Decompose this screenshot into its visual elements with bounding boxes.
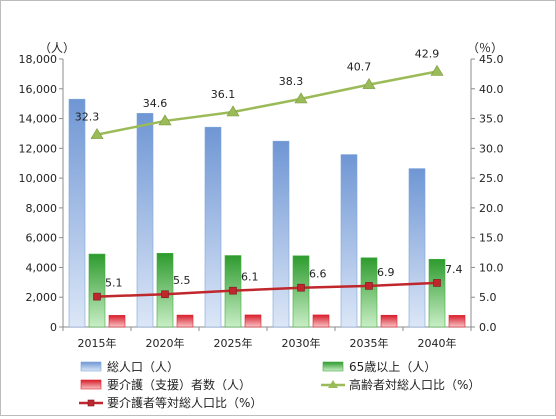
bar-care-needed [448,315,466,328]
legend-label: 総人口（人） [107,360,179,374]
bar-total-population [272,140,290,328]
bar-care-needed [108,315,126,328]
bar-total-population [68,98,86,328]
marker-elderly-ratio [90,128,104,139]
data-label-care-ratio: 6.1 [241,271,259,284]
data-label-care-ratio: 7.4 [445,263,463,276]
right-tick-label: 30.0 [479,142,504,155]
bar-care-needed [380,314,398,328]
legend-label: 要介護（支援）者数（人） [107,377,251,392]
data-label-care-ratio: 6.6 [309,268,327,281]
bar-total-population [204,126,222,328]
legend-age-65-plus: 65歳以上（人） [322,360,436,374]
right-tick-label: 10.0 [479,261,504,274]
right-axis-unit: （％） [467,41,503,55]
x-tick-label: 2025年 [214,336,253,350]
legend: 総人口（人） 65歳以上（人） 要介護（支援）者数（人） 高齢者対総人口比（%） 要介護… [79,360,480,410]
marker-elderly-ratio [226,105,240,117]
bar-care-needed [176,314,194,328]
right-tick-label: 15.0 [479,232,504,245]
legend-label: 65歳以上（人） [349,360,436,374]
right-tick-label: 5.0 [479,291,497,304]
left-tick-label: 14,000 [19,113,58,126]
labels-layer: 32.3 34.6 36.1 38.3 40.7 42.9 5.1 5.5 6.1 6.6 6.9 7… [75,48,463,290]
left-tick-label: 18,000 [19,53,58,66]
left-tick-label: 10,000 [19,172,58,185]
right-tick-label: 45.0 [479,53,504,66]
marker-care-ratio [365,282,373,290]
marker-care-ratio [297,283,305,292]
left-tick-label: 8,000 [26,202,58,215]
x-tick-label: 2040年 [418,336,457,350]
x-tick-label: 2020年 [146,336,185,350]
marker-elderly-ratio [294,92,308,104]
legend-care-ratio: 要介護者等対総人口比（%） [79,395,262,410]
left-tick-label: 12,000 [19,142,58,155]
left-tick-label: 16,000 [19,83,58,96]
bar-total-population [340,154,358,328]
data-label-elderly-ratio: 32.3 [75,111,100,124]
marker-care-ratio [229,286,237,295]
data-label-elderly-ratio: 34.6 [143,97,168,110]
bar-age-65-plus [156,253,174,328]
bar-age-65-plus [428,258,446,328]
bar-care-needed [312,314,330,328]
bar-total-population [408,168,426,328]
lines-layer [90,64,444,301]
legend-swatch [322,361,344,372]
bar-total-population [136,113,154,328]
marker-care-ratio [433,279,441,287]
marker-elderly-ratio [362,78,376,89]
data-label-elderly-ratio: 40.7 [347,61,372,74]
data-label-elderly-ratio: 42.9 [415,48,440,61]
right-tick-label: 0.0 [479,321,497,334]
legend-elderly-ratio: 高齢者対総人口比（%） [321,377,480,392]
line-care-ratio [96,281,438,298]
legend-total-population: 総人口（人） [80,360,179,374]
axes-layer: 0 2,000 4,000 6,000 8,000 10,000 12,000 14,000 1… [19,41,504,350]
x-tick-label: 2035年 [350,336,389,350]
line-elderly-ratio [96,70,438,136]
bars-layer [68,98,466,328]
marker-elderly-ratio [430,64,444,76]
marker-care-ratio [93,292,101,301]
bar-care-needed [244,314,262,328]
legend-care-needed: 要介護（支援）者数（人） [80,377,251,392]
legend-swatch [80,379,102,390]
left-tick-label: 4,000 [26,261,58,274]
legend-label: 高齢者対総人口比（%） [349,377,480,392]
marker-care-ratio [161,290,169,299]
legend-marker [328,380,338,388]
left-tick-label: 6,000 [26,232,58,245]
x-tick-label: 2015年 [78,336,117,350]
data-label-care-ratio: 5.1 [105,277,123,290]
legend-swatch [80,361,102,372]
right-tick-label: 35.0 [479,113,504,126]
left-axis-unit: （人） [39,41,75,55]
right-tick-label: 20.0 [479,202,504,215]
bar-age-65-plus [360,257,378,328]
left-tick-label: 0 [50,321,57,334]
data-label-elderly-ratio: 38.3 [279,75,304,88]
right-tick-label: 25.0 [479,172,504,185]
legend-marker [87,399,95,407]
data-label-elderly-ratio: 36.1 [211,88,236,101]
right-tick-label: 40.0 [479,83,504,96]
data-label-care-ratio: 6.9 [377,266,395,279]
legend-label: 要介護者等対総人口比（%） [107,395,262,410]
x-tick-label: 2030年 [282,336,321,350]
bar-age-65-plus [88,253,106,328]
data-label-care-ratio: 5.5 [173,274,191,287]
marker-elderly-ratio [158,114,172,126]
left-tick-label: 2,000 [26,291,58,304]
